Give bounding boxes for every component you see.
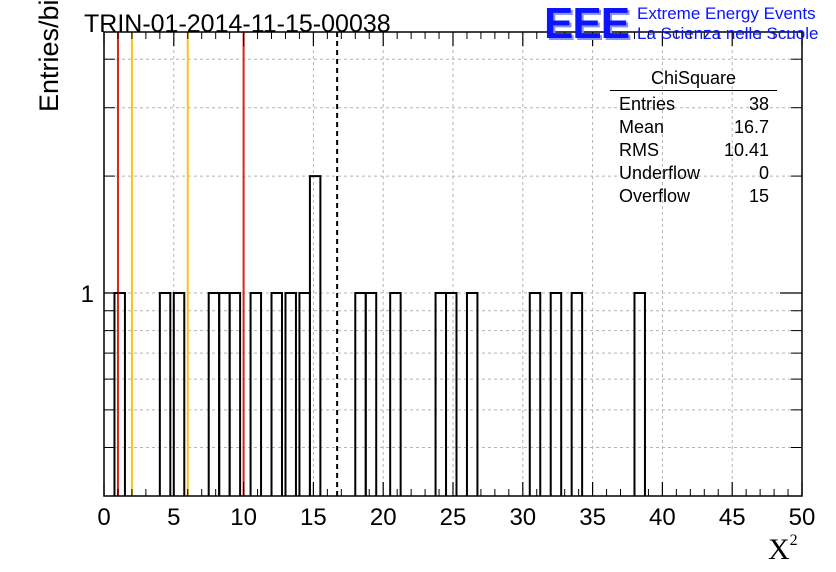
x-axis-label-text: X	[768, 533, 790, 566]
logo-line1: Extreme Energy Events	[637, 4, 816, 23]
eee-logo: EEE	[544, 0, 630, 48]
stats-row: Underflow 0	[610, 162, 777, 185]
x-tick-label: 35	[579, 504, 606, 531]
x-tick-label: 10	[230, 504, 257, 531]
histogram-bar	[218, 291, 231, 496]
reference-lines	[116, 32, 339, 496]
stats-label: RMS	[619, 140, 659, 160]
stats-row: RMS 10.41	[610, 139, 777, 162]
histogram-bar	[354, 291, 367, 496]
axis-ticks	[103, 32, 803, 496]
stats-value: 10.41	[723, 140, 769, 160]
stats-value: 15	[748, 186, 769, 206]
stats-label: Underflow	[619, 163, 701, 183]
stats-box: ChiSquare Entries 38 Mean 16.7 RMS 10.41 Un…	[610, 68, 777, 208]
histogram-bar	[465, 291, 479, 496]
x-tick-label: 40	[649, 504, 676, 531]
histogram-bar	[445, 291, 458, 496]
x-tick-label: 30	[509, 504, 536, 531]
stats-label: Entries	[619, 94, 676, 114]
histogram-bar	[172, 291, 186, 496]
stats-value: 38	[748, 94, 769, 114]
histogram-bar	[549, 291, 563, 496]
histogram-bar	[249, 291, 263, 496]
stats-row: Entries 38	[610, 93, 777, 116]
stats-label: Overflow	[619, 186, 691, 206]
stats-row: Mean 16.7	[610, 116, 777, 139]
tick-labels: 0 5 10 15 20 25 30 35 40 45 50 1	[81, 281, 816, 531]
stats-label: Mean	[619, 117, 665, 137]
x-axis-label: X2	[768, 532, 798, 567]
x-tick-label: 25	[440, 504, 467, 531]
histogram-bar	[158, 291, 172, 496]
stats-value: 16.7	[733, 117, 769, 137]
histogram-bar	[389, 291, 402, 496]
x-tick-label: 50	[789, 504, 816, 531]
stats-row: Overflow 15	[610, 185, 777, 208]
histogram-bar	[308, 175, 322, 496]
histogram-bar	[284, 291, 297, 496]
y-tick-label: 1	[81, 281, 94, 308]
histogram-bar	[633, 291, 646, 496]
stats-value: 0	[758, 163, 769, 183]
x-tick-label: 5	[167, 504, 180, 531]
histogram-bar	[270, 291, 283, 496]
histogram-bar	[364, 291, 378, 496]
histogram-bar	[228, 291, 242, 496]
histogram-bar	[434, 291, 448, 496]
x-tick-label: 0	[97, 504, 110, 531]
x-tick-label: 20	[370, 504, 397, 531]
histogram-bar	[528, 291, 542, 496]
histogram-bars	[113, 175, 646, 496]
histogram-bar	[113, 291, 126, 496]
x-axis-label-sup: 2	[789, 532, 798, 549]
y-axis-label: Entries/bin	[34, 0, 64, 112]
stats-title: ChiSquare	[610, 68, 777, 91]
histogram-bar	[298, 291, 311, 496]
logo-line2: La Scienza nelle Scuole	[637, 24, 819, 43]
x-tick-label: 45	[719, 504, 746, 531]
chart-title: TRIN-01-2014-11-15-00038	[84, 10, 391, 38]
histogram-bar	[570, 291, 584, 496]
x-tick-label: 15	[300, 504, 327, 531]
histogram-bar	[207, 291, 221, 496]
